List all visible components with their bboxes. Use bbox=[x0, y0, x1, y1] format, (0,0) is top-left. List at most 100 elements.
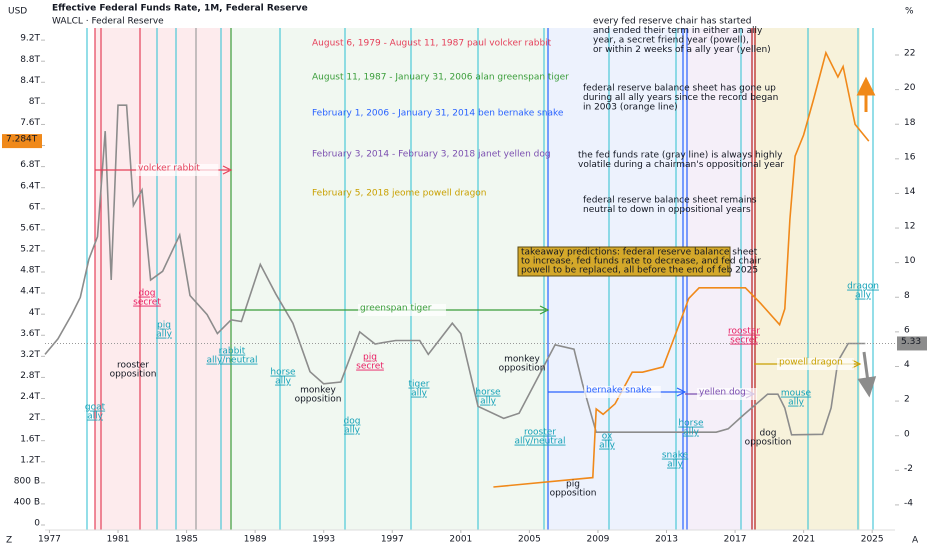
prediction-text: powell to be replaced, all before the en… bbox=[521, 266, 758, 276]
x-tick-label: 2021 bbox=[792, 535, 815, 545]
chair-label-bg bbox=[136, 164, 219, 176]
prediction-text: to increase, fed funds rate to decrease,… bbox=[521, 257, 761, 267]
x-tick-label: 1977 bbox=[38, 535, 61, 545]
y-tick-label: 4T bbox=[29, 308, 41, 318]
y-tick-label: 400 B bbox=[14, 498, 40, 508]
y-tick-label: 7.6T bbox=[20, 118, 40, 128]
zodiac-label: tiger bbox=[409, 380, 430, 390]
y-tick-label: 2.4T bbox=[20, 392, 40, 402]
period-shade bbox=[548, 28, 685, 530]
y-tick-label: 2T bbox=[29, 413, 41, 423]
y-tick-label: 4.8T bbox=[20, 266, 40, 276]
chart-title: Effective Federal Funds Rate, 1M, Federa… bbox=[52, 4, 308, 14]
period-label: August 6, 1979 - August 11, 1987 paul vo… bbox=[312, 39, 552, 49]
zodiac-label: ally bbox=[667, 460, 684, 470]
note-text: federal reserve balance sheet has gone u… bbox=[583, 84, 776, 94]
x-tick-label: 1989 bbox=[244, 535, 267, 545]
note-text: the fed funds rate (gray line) is always… bbox=[578, 151, 783, 161]
x-tick-label: 1981 bbox=[107, 535, 130, 545]
zodiac-label: rabbit bbox=[219, 347, 246, 357]
y2-tick-label: 8 bbox=[904, 291, 910, 301]
period-shade bbox=[231, 28, 548, 530]
chair-label: powell dragon bbox=[779, 358, 843, 368]
zodiac-label: secret bbox=[133, 298, 161, 308]
zodiac-label: ally/neutral bbox=[206, 356, 257, 366]
zodiac-label: monkey bbox=[300, 386, 336, 396]
zodiac-label: secret bbox=[730, 336, 758, 346]
y2-tick-label: 2 bbox=[904, 395, 910, 405]
y2-tick-label: 0 bbox=[904, 429, 910, 439]
zodiac-label: ally bbox=[855, 291, 872, 301]
zodiac-label: opposition bbox=[110, 370, 157, 380]
y2-tick-label: 4 bbox=[904, 360, 910, 370]
y2-tick-label: 22 bbox=[904, 49, 915, 59]
note-text: volatile during a chairman's oppositiona… bbox=[578, 160, 784, 170]
y-tick-label: 5.2T bbox=[20, 245, 40, 255]
y-unit: USD bbox=[8, 7, 27, 17]
chair-arrow-head bbox=[539, 305, 550, 315]
y-tick-label: 3.6T bbox=[20, 329, 40, 339]
zodiac-label: pig bbox=[566, 480, 580, 490]
chair-label: greenspan tiger bbox=[360, 304, 432, 314]
zodiac-label: rooster bbox=[117, 361, 149, 371]
zodiac-label: rooster bbox=[728, 327, 760, 337]
zodiac-label: secret bbox=[356, 362, 384, 372]
arrow-up bbox=[856, 76, 876, 112]
last-value-badge bbox=[2, 134, 42, 149]
zodiac-label: pig bbox=[157, 321, 171, 331]
auto-button[interactable]: A bbox=[912, 536, 919, 546]
y2-tick-label: 14 bbox=[904, 187, 916, 197]
y-tick-label: 0 bbox=[34, 519, 40, 529]
x-tick-label: 2009 bbox=[587, 535, 610, 545]
last-value-label: 7.284T bbox=[6, 135, 38, 145]
zodiac-label: opposition bbox=[295, 395, 342, 405]
zodiac-label: ally bbox=[275, 377, 292, 387]
chair-label-bg bbox=[358, 304, 446, 316]
zodiac-label: monkey bbox=[504, 355, 540, 365]
series-line bbox=[44, 104, 866, 436]
x-tick-label: 1985 bbox=[175, 535, 198, 545]
x-tick-label: 1997 bbox=[381, 535, 404, 545]
chair-label: bernake snake bbox=[586, 386, 652, 396]
chair-label: volcker rabbit bbox=[138, 164, 200, 174]
note-text: or within 2 weeks of a ally year (yellen… bbox=[593, 45, 771, 55]
y2-unit: % bbox=[905, 7, 914, 17]
zodiac-label: ally bbox=[788, 398, 805, 408]
zodiac-label: mouse bbox=[781, 389, 812, 399]
y2-tick-label: -2 bbox=[904, 464, 913, 474]
note-text: during all ally years since the record b… bbox=[583, 93, 778, 103]
zodiac-label: dragon bbox=[847, 282, 879, 292]
background bbox=[45, 28, 895, 531]
zodiac-label: horse bbox=[270, 368, 296, 378]
period-shade bbox=[685, 28, 754, 530]
y-tick-label: 6.8T bbox=[20, 160, 40, 170]
chart-subtitle: WALCL · Federal Reserve bbox=[52, 17, 164, 27]
zodiac-label: dog bbox=[139, 289, 156, 299]
zoom-button[interactable]: Z bbox=[6, 536, 12, 546]
last-value-label: 5.33 bbox=[901, 337, 921, 347]
x-tick-label: 2025 bbox=[861, 535, 884, 545]
y-tick-label: 8.4T bbox=[20, 76, 40, 86]
y2-tick-label: -4 bbox=[904, 499, 913, 509]
y-tick-label: 1.6T bbox=[20, 434, 40, 444]
note-text: year, a secret friend year (powell), bbox=[593, 36, 749, 46]
x-tick-label: 2017 bbox=[724, 535, 747, 545]
zodiac-label: pig bbox=[363, 353, 377, 363]
y-tick-label: 4.4T bbox=[20, 287, 40, 297]
zodiac-label: dog bbox=[344, 417, 361, 427]
period-label: February 3, 2014 - February 3, 2018 jane… bbox=[312, 150, 551, 160]
y-tick-label: 6T bbox=[29, 202, 41, 212]
zodiac-label: opposition bbox=[550, 489, 597, 499]
zodiac-label: ally/neutral bbox=[514, 437, 565, 447]
period-shade bbox=[95, 28, 231, 530]
y-tick-label: 8.8T bbox=[20, 55, 40, 65]
y2-tick-label: 18 bbox=[904, 118, 916, 128]
zodiac-label: opposition bbox=[499, 364, 546, 374]
y-tick-label: 2.8T bbox=[20, 371, 40, 381]
zodiac-label: horse bbox=[678, 419, 704, 429]
zodiac-label: ally bbox=[599, 441, 616, 451]
x-tick-label: 2001 bbox=[449, 535, 472, 545]
prediction-text: takeaway predictions: federal reserve ba… bbox=[521, 248, 758, 258]
zodiac-label: ally bbox=[411, 389, 428, 399]
